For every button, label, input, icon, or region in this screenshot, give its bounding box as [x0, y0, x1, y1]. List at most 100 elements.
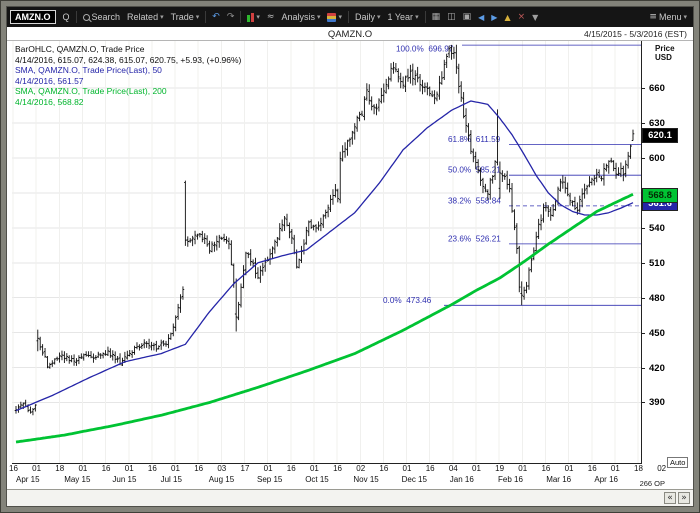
trade-menu[interactable]: Trade ▾: [170, 12, 200, 22]
y-axis-tick-label: 540: [649, 222, 665, 234]
chart-legend: BarOHLC, QAMZN.O, Trade Price 4/14/2016,…: [15, 44, 241, 107]
x-axis-day-label: 16: [541, 464, 551, 473]
x-axis-day-label: 01: [402, 464, 412, 473]
svg-text:61.8% 611.59: 61.8% 611.59: [448, 135, 501, 144]
y-axis-tick-mark: [641, 123, 645, 125]
chevron-down-icon: ▾: [683, 13, 687, 21]
alert-icon[interactable]: ▲: [504, 12, 511, 22]
legend-sma200-value: 4/14/2016, 568.82: [15, 96, 84, 107]
y-axis-tick-label: 420: [649, 362, 665, 374]
x-axis-month-label: Mar 16: [546, 475, 572, 484]
legend-sma200-series: SMA, QAMZN.O, Trade Price(Last), 200: [15, 86, 167, 96]
hamburger-icon: ≡: [649, 12, 657, 22]
redo-icon[interactable]: ↷: [226, 12, 235, 22]
chart-panel: QAMZN.O 4/15/2015 - 5/3/2016 (EST) BarOH…: [7, 27, 693, 506]
svg-text:38.2% 558.84: 38.2% 558.84: [448, 196, 501, 205]
y-axis-title: Price USD: [655, 44, 675, 62]
toolbar-separator: [205, 11, 207, 23]
x-axis-day-label: 16: [286, 464, 296, 473]
chevron-down-icon: ▾: [415, 13, 419, 21]
line-style-icon[interactable]: ≈: [266, 12, 275, 22]
axis-auto-button[interactable]: Auto: [667, 457, 689, 468]
grid-layout-icon[interactable]: ▦: [431, 12, 441, 22]
x-axis-day-label: 16: [194, 464, 204, 473]
x-axis-day-label: 03: [217, 464, 227, 473]
x-axis-month-label: Sep 15: [257, 475, 283, 484]
scroll-right-button[interactable]: »: [678, 492, 690, 504]
chevron-down-icon: ▾: [160, 13, 164, 21]
ohlc-bars: [14, 44, 635, 416]
x-axis-day-label: 01: [309, 464, 319, 473]
y-axis-tick-label: 630: [649, 118, 665, 130]
x-axis-month-label: Dec 15: [401, 475, 427, 484]
x-axis-day-label: 02: [356, 464, 366, 473]
toolbar-separator: [75, 11, 77, 23]
price-badge-sma200: 568.8: [642, 187, 678, 203]
chart-type-menu[interactable]: ▾: [244, 11, 263, 24]
scroll-left-button[interactable]: «: [664, 492, 676, 504]
y-axis-tick-mark: [641, 297, 645, 299]
x-axis-month-label: Apr 15: [16, 475, 40, 484]
x-axis-day-label: 16: [9, 464, 18, 473]
related-menu[interactable]: Related ▾: [127, 12, 164, 22]
chart-title-row: QAMZN.O 4/15/2015 - 5/3/2016 (EST): [7, 27, 693, 41]
y-axis-tick-label: 510: [649, 257, 665, 269]
x-axis-day-label: 16: [587, 464, 597, 473]
x-axis-day-label: 19: [495, 464, 505, 473]
y-axis-tick-mark: [641, 367, 645, 369]
chart-date-range: 4/15/2015 - 5/3/2016 (EST): [581, 29, 689, 39]
legend-ohlc-values: 4/14/2016, 615.07, 624.38, 615.07, 620.7…: [15, 54, 242, 65]
close-icon[interactable]: ×: [517, 12, 526, 22]
x-axis-day-label: 16: [425, 464, 435, 473]
x-axis-day-label: 18: [55, 464, 65, 473]
analysis-menu[interactable]: Analysis ▾: [281, 12, 321, 22]
sma-200-line: [15, 193, 634, 444]
symbol-input[interactable]: AMZN.O: [10, 10, 56, 24]
x-axis-day-label: 02: [657, 464, 667, 473]
interval-menu[interactable]: Daily ▾: [355, 12, 381, 22]
x-axis-day-label: 01: [610, 464, 620, 473]
svg-text:0.0% 473.46: 0.0% 473.46: [383, 296, 432, 305]
legend-ohlc-series: BarOHLC, QAMZN.O, Trade Price: [15, 44, 145, 54]
x-axis-day-label: 16: [147, 464, 157, 473]
undo-icon[interactable]: ↶: [212, 12, 220, 22]
page-forward-icon[interactable]: ▶: [491, 12, 498, 22]
layers-icon: [327, 12, 337, 22]
svg-text:100.0% 696.97: 100.0% 696.97: [396, 45, 454, 54]
window-inner: AMZN.O Q Search Related ▾ Trade ▾ ↶ ↷ ▾ ≈ …: [6, 6, 694, 507]
range-menu[interactable]: 1 Year ▾: [387, 12, 419, 22]
toolbar-separator: [348, 11, 349, 23]
x-axis-day-label: 17: [240, 464, 250, 473]
toolbar-separator: [240, 11, 242, 23]
x-axis-day-label: 01: [32, 464, 42, 473]
split-pane-icon[interactable]: ◫: [447, 12, 456, 22]
x-axis-day-label: 01: [78, 464, 88, 473]
y-axis-tick-label: 450: [649, 327, 665, 339]
x-axis-line: [12, 463, 642, 464]
chevron-down-icon: ▾: [338, 13, 342, 21]
bar-count-label: 266 OP: [639, 479, 665, 488]
menu-button[interactable]: ≡ Menu ▾: [649, 12, 687, 22]
bottom-scroll-strip[interactable]: « »: [7, 489, 693, 506]
sma-50-line: [15, 100, 634, 412]
page-back-icon[interactable]: ◀: [478, 12, 485, 22]
chevron-down-icon: ▾: [195, 13, 200, 21]
legend-sma50-value: 4/14/2016, 561.57: [15, 75, 84, 86]
x-axis-day-label: 04: [448, 464, 458, 473]
x-axis-month-label: Feb 16: [498, 475, 523, 484]
palette-menu[interactable]: ▾: [324, 11, 345, 24]
y-axis-tick-label: 600: [649, 152, 665, 164]
window-layout-icon[interactable]: ▣: [462, 12, 472, 22]
y-axis-tick-mark: [641, 402, 645, 404]
dropdown-icon[interactable]: ▼: [532, 12, 539, 22]
x-axis-day-label: 01: [171, 464, 180, 473]
x-axis-month-label: Nov 15: [353, 475, 379, 484]
x-axis-day-label: 16: [379, 464, 389, 473]
quote-button[interactable]: Q: [62, 12, 70, 22]
search-button[interactable]: Search: [80, 10, 124, 24]
chevron-down-icon: ▾: [377, 13, 381, 21]
x-axis-month-label: Jan 16: [449, 475, 474, 484]
y-axis-tick-mark: [641, 332, 645, 334]
